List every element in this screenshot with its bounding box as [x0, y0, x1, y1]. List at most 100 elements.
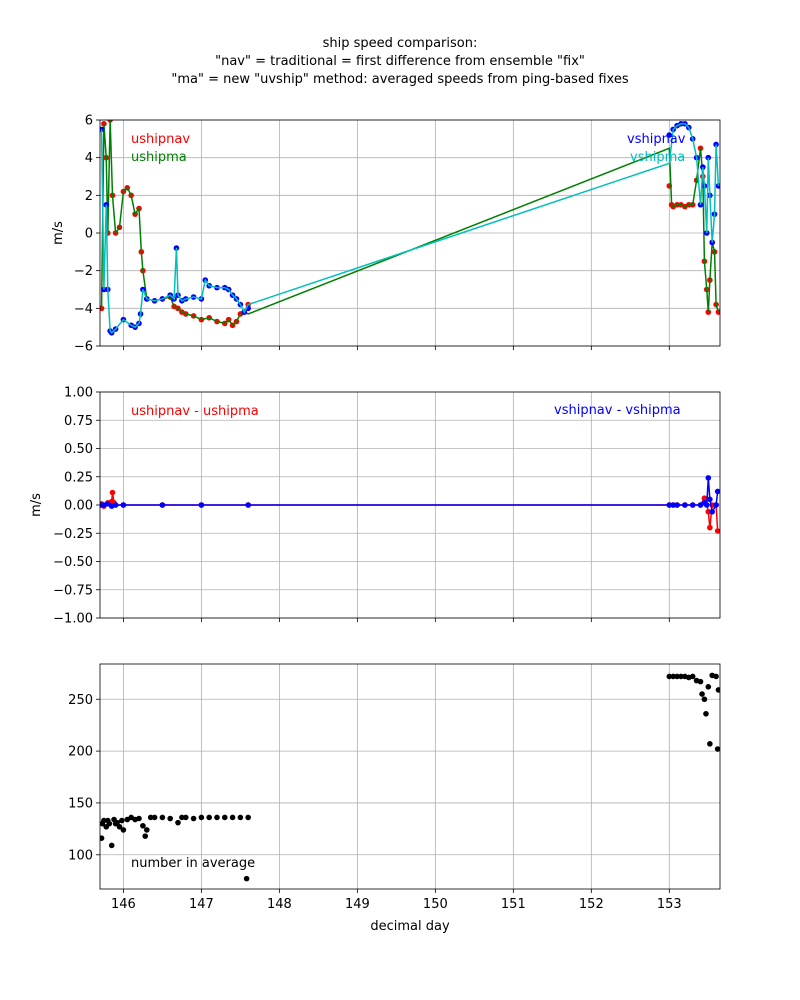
- annotation-number-in-average: number in average: [131, 856, 255, 871]
- series-group: [100, 672, 720, 882]
- x-tick-label: 150: [423, 897, 448, 912]
- annotation-vshipma: vshipma: [630, 150, 685, 165]
- y-tick-label: 2: [85, 189, 93, 204]
- y-tick-label: 4: [85, 151, 93, 166]
- series-number-in-average-point-35: [245, 814, 251, 821]
- series-number-in-average-point-21: [151, 814, 158, 821]
- series-ushipma-line: [100, 120, 720, 327]
- series-number-in-average-point-2: [101, 817, 107, 824]
- series-number-in-average-point-10: [116, 823, 123, 830]
- y-tick-label: −0.75: [53, 583, 93, 598]
- series-number-in-average-point-28: [198, 814, 205, 821]
- series-number-in-average-point-48: [705, 684, 712, 690]
- y-axis-label: m/s: [29, 493, 44, 517]
- series-number-in-average-point-18: [142, 833, 149, 839]
- series-number-in-average-point-22: [159, 814, 166, 821]
- x-axis-label: decimal day: [370, 919, 450, 934]
- series-number-in-average-point-38: [674, 673, 680, 680]
- series-vshipnav-vshipma-point-21: [714, 488, 720, 495]
- series-vshipnav-vshipma-point-10: [670, 502, 677, 508]
- y-tick-label: 1.00: [64, 386, 93, 401]
- x-tick-label: 146: [111, 897, 136, 912]
- series-number-in-average-point-12: [120, 827, 127, 833]
- y-tick-label: −6: [74, 340, 93, 355]
- series-number-in-average-point-39: [678, 673, 684, 680]
- y-tick-label: 0.75: [64, 414, 93, 429]
- series-vshipnav-vshipma-point-9: [666, 502, 673, 508]
- series-number-in-average-point-34: [243, 875, 250, 882]
- series-ushipnav-ushipma-point-23: [714, 528, 720, 534]
- series-number-in-average-point-25: [179, 814, 185, 821]
- y-tick-label: 0: [85, 227, 93, 242]
- chart-title-line-2: "nav" = traditional = first difference f…: [215, 54, 585, 69]
- x-tick-label: 147: [189, 897, 214, 912]
- series-number-in-average-point-52: [714, 746, 720, 752]
- y-tick-label: 150: [68, 796, 93, 811]
- series-number-in-average-point-31: [221, 814, 228, 821]
- chart-title-line-3: "ma" = new "uvship" method: averaged spe…: [171, 72, 629, 87]
- series-vshipnav-vshipma-point-16: [703, 502, 710, 508]
- series-number-in-average-point-42: [689, 673, 696, 680]
- series-number-in-average-point-46: [701, 696, 708, 703]
- series-number-in-average-point-26: [182, 814, 189, 821]
- y-axis-label: m/s: [51, 221, 66, 245]
- series-number-in-average-point-19: [143, 827, 150, 833]
- y-tick-label: 0.25: [64, 470, 93, 485]
- y-tick-label: 6: [85, 114, 93, 129]
- series-number-in-average-point-47: [703, 710, 709, 717]
- annotation-ushipnav: ushipnav: [131, 132, 190, 147]
- panel-2: −1.00 −0.75 −0.50 −0.25 0.00 0.25 0.50 0.75 1.00…: [29, 386, 721, 627]
- series-number-in-average-point-24: [175, 819, 181, 826]
- series-number-in-average-point-23: [167, 815, 173, 822]
- series-number-in-average-point-45: [699, 691, 705, 697]
- chart-title-line-1: ship speed comparison:: [322, 36, 478, 51]
- series-number-in-average-point-53: [715, 687, 720, 693]
- annotation-ushipma: ushipma: [131, 150, 187, 165]
- x-tick-label: 148: [267, 897, 292, 912]
- series-vshipnav-point-34: [666, 132, 673, 138]
- series-group: [100, 475, 720, 534]
- series-vshipnav-vshipma-point-12: [682, 502, 688, 508]
- y-tick-label: 0.50: [64, 442, 93, 457]
- series-vshipnav-vshipma-point-17: [705, 475, 712, 481]
- series-vshipnav-vshipma-point-5: [120, 502, 127, 508]
- series-vshipnav-vshipma-point-18: [707, 496, 713, 503]
- series-number-in-average-point-5: [106, 820, 113, 827]
- y-tick-label: 250: [68, 693, 93, 708]
- series-vshipnav-vshipma-point-19: [709, 508, 716, 515]
- panel-1: −6 −4 −2 0 2 4 6 m/s ushipnav ushipma vshipnav vshi…: [51, 114, 721, 355]
- series-vshipnav-vshipma-point-8: [245, 502, 251, 508]
- series-number-in-average-point-33: [237, 814, 244, 821]
- series-number-in-average-point-30: [214, 814, 220, 821]
- series-number-in-average-point-36: [666, 673, 673, 680]
- series-number-in-average-point-27: [190, 815, 197, 822]
- series-ushipnav-ushipma-point-19: [705, 508, 712, 515]
- series-number-in-average-point-16: [136, 815, 142, 822]
- annotation-ushipnav-ushipma: ushipnav - ushipma: [131, 404, 259, 419]
- series-ushipnav-ushipma-line: [101, 492, 719, 532]
- series-number-in-average-point-44: [697, 678, 704, 685]
- series-number-in-average-point-9: [114, 819, 120, 826]
- y-tick-label: 0.00: [64, 499, 93, 514]
- axes-frame: [99, 663, 721, 890]
- series-number-in-average-point-29: [206, 814, 212, 821]
- y-tick-label: 200: [68, 745, 93, 760]
- series-number-in-average-point-20: [147, 814, 154, 821]
- series-vshipma-line: [100, 123, 720, 334]
- series-vshipnav-vshipma-line: [101, 477, 719, 514]
- y-tick-label: −0.25: [53, 527, 93, 542]
- series-vshipnav-vshipma-point-11: [674, 502, 680, 508]
- y-tick-label: 100: [68, 848, 93, 863]
- series-ushipnav-ushipma-point-4: [109, 489, 116, 496]
- series-vshipnav-vshipma-point-7: [198, 502, 205, 508]
- x-tick-label: 151: [501, 897, 526, 912]
- series-number-in-average-point-11: [119, 817, 125, 824]
- panel-3: 146 147 148 149 150 151 152 153 100 150 200 250 numb…: [68, 663, 721, 934]
- x-tick-label: 149: [345, 897, 370, 912]
- series-vshipnav-vshipma-point-4: [112, 502, 119, 508]
- series-number-in-average-point-51: [713, 673, 719, 680]
- annotation-vshipnav-vshipma: vshipnav - vshipma: [554, 403, 681, 418]
- annotation-vshipnav: vshipnav: [627, 132, 686, 147]
- y-tick-label: −2: [74, 264, 93, 279]
